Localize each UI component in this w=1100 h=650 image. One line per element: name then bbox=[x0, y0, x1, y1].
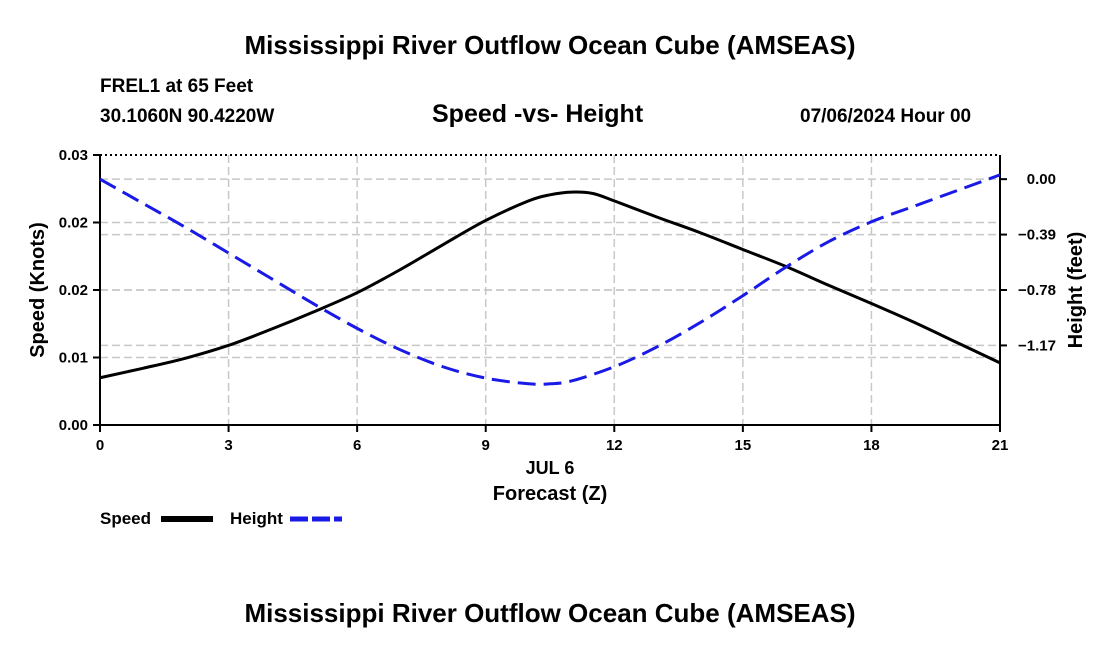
x-tick-label: 9 bbox=[482, 437, 490, 454]
y-right-tick-label: −0.39 bbox=[1018, 227, 1056, 244]
legend-height-line bbox=[290, 516, 342, 522]
y-left-tick-label: 0.02 bbox=[59, 282, 88, 299]
x-tick-label: 18 bbox=[863, 437, 880, 454]
station-label: FREL1 at 65 Feet bbox=[100, 76, 254, 97]
legend-speed-label: Speed bbox=[100, 509, 152, 528]
coordinates-label: 30.1060N 90.4220W bbox=[100, 106, 275, 127]
x-axis-label: Forecast (Z) bbox=[493, 483, 607, 505]
x-tick-label: 12 bbox=[606, 437, 623, 454]
x-tick-label: 21 bbox=[992, 437, 1009, 454]
forecast-datetime: 07/06/2024 Hour 00 bbox=[800, 106, 972, 127]
y-left-tick-label: 0.02 bbox=[59, 215, 88, 232]
y-left-tick-label: 0.00 bbox=[59, 417, 88, 434]
x-tick-label: 0 bbox=[96, 437, 104, 454]
x-tick-label: 3 bbox=[224, 437, 232, 454]
series-speed-line bbox=[99, 190, 1001, 380]
footer-title: Mississippi River Outflow Ocean Cube (AM… bbox=[244, 598, 856, 628]
y-right-tick-label: −0.78 bbox=[1018, 282, 1056, 299]
y-right-tick-label: 0.00 bbox=[1027, 171, 1056, 188]
chart-subtitle: Speed -vs- Height bbox=[432, 100, 644, 128]
legend-height-label: Height bbox=[230, 509, 283, 528]
x-tick-label: 6 bbox=[353, 437, 361, 454]
speed-height-chart: 0 3 6 9 12 15 18 21 0.00 0.01 0.02 0.02 0.03 0.00 −0.3… bbox=[27, 147, 1087, 505]
main-title: Mississippi River Outflow Ocean Cube (AM… bbox=[244, 30, 856, 60]
y-left-tick-label: 0.01 bbox=[59, 350, 88, 367]
y-right-tick-label: −1.17 bbox=[1018, 337, 1056, 354]
y-right-axis-label: Height (feet) bbox=[1065, 232, 1087, 349]
series-height-line bbox=[99, 173, 1001, 386]
x-tick-label: 15 bbox=[735, 437, 752, 454]
y-left-tick-label: 0.03 bbox=[59, 147, 88, 164]
y-left-axis-label: Speed (Knots) bbox=[27, 222, 49, 358]
legend-speed-line bbox=[161, 516, 213, 522]
x-axis-date-label: JUL 6 bbox=[526, 458, 575, 478]
